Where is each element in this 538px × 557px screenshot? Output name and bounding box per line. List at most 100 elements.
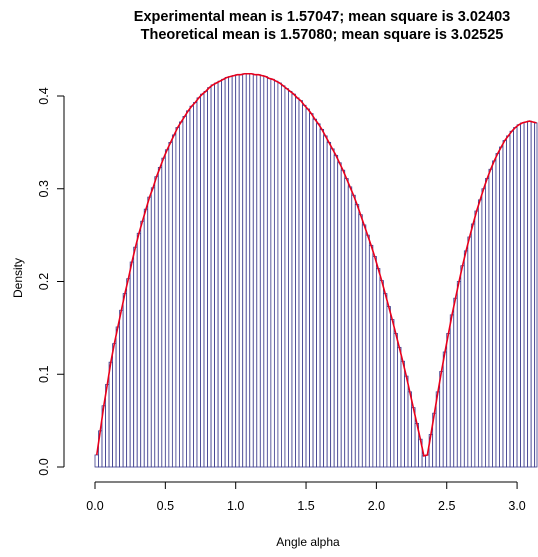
histogram-bar (94, 454, 99, 468)
histogram-bar (421, 455, 427, 468)
histogram-bar (242, 73, 247, 468)
histogram-bar (516, 124, 522, 468)
histogram-bar (333, 154, 339, 468)
histogram-bar (337, 162, 342, 468)
histogram-bar (499, 146, 504, 468)
x-tick-label: 1.5 (297, 499, 314, 513)
histogram-bar (344, 178, 349, 468)
histogram-bar (189, 105, 194, 468)
histogram-bar (214, 82, 219, 468)
histogram-bar (284, 88, 289, 468)
histogram-bar (474, 210, 479, 468)
histogram-bar (481, 188, 486, 468)
histogram-bar (467, 236, 472, 468)
histogram-bar (133, 246, 138, 468)
histogram-bar (309, 113, 314, 468)
y-axis-label: Density (11, 258, 25, 298)
y-tick-label: 0.3 (37, 180, 51, 197)
histogram-bar (351, 194, 356, 468)
histogram-bar (108, 361, 113, 468)
y-axis-ticks: 0.0 0.1 0.2 0.3 0.4 (37, 87, 64, 476)
histogram-bar (266, 77, 272, 468)
y-tick-label: 0.4 (37, 87, 51, 104)
histogram-bar (171, 134, 177, 468)
histogram-bar (281, 85, 286, 468)
histogram-bar (520, 122, 525, 468)
histogram-bar (273, 80, 279, 468)
histogram-bar (207, 87, 212, 468)
histogram-bar (203, 90, 208, 468)
histogram-bar (442, 351, 448, 468)
histogram-bar (175, 127, 180, 468)
histogram-bar (477, 199, 483, 468)
histogram-bar (372, 256, 377, 468)
histogram-bar (112, 343, 117, 468)
histogram-bar (485, 178, 490, 468)
histogram-bar (390, 319, 395, 468)
histogram-bar (235, 74, 240, 468)
histogram-bar (161, 157, 166, 468)
histogram-bar (407, 391, 412, 468)
histogram-bar (231, 75, 237, 468)
histogram-bar (270, 78, 275, 468)
histogram-bar (449, 314, 455, 468)
y-tick-label: 0.1 (37, 366, 51, 383)
histogram-bar (527, 120, 532, 468)
y-tick-label: 0.0 (37, 458, 51, 475)
histogram-bar (456, 281, 462, 468)
histogram-bar (347, 186, 353, 468)
histogram-bar (463, 250, 469, 468)
histogram-bar (115, 326, 121, 468)
histogram-bar (530, 121, 536, 468)
histogram-bar (210, 84, 215, 468)
histogram-bar (196, 97, 201, 468)
histogram-bar (221, 78, 226, 468)
histogram-bar (488, 168, 493, 468)
histogram-bar (105, 384, 110, 468)
histogram-bar (316, 123, 321, 468)
x-tick-label: 2.5 (438, 499, 455, 513)
chart-title-line-2: Theoretical mean is 1.57080; mean square… (141, 27, 504, 43)
histogram-bar (375, 268, 381, 468)
histogram-bar (126, 278, 131, 468)
histogram-bar (425, 454, 430, 468)
histogram-bar (495, 153, 500, 468)
histogram-bar (228, 76, 233, 468)
histogram-bar (157, 167, 163, 468)
histogram-bar (502, 140, 507, 468)
histogram-bar (340, 169, 346, 468)
histogram-bar (312, 118, 317, 468)
histogram-bar (182, 116, 187, 468)
histogram-bar (186, 110, 191, 468)
histogram-bar (446, 333, 451, 468)
histogram-bar (368, 244, 374, 468)
histogram-bar (323, 135, 328, 468)
histogram-bar (298, 100, 303, 468)
histogram-bar (217, 80, 223, 468)
histogram-bar (386, 306, 391, 468)
histogram-bar (319, 128, 325, 468)
histogram-bar (129, 261, 135, 468)
histogram-bar (361, 224, 367, 468)
histogram-bar (295, 97, 300, 468)
histogram-bar (150, 187, 156, 468)
histogram-bar (291, 93, 296, 468)
histogram-bar (523, 121, 529, 468)
histogram-bars (94, 73, 538, 468)
histogram-bar (200, 93, 205, 468)
histogram-bar (513, 127, 518, 468)
histogram-bar (154, 176, 159, 468)
chart-title-line-1: Experimental mean is 1.57047; mean squar… (134, 9, 510, 25)
histogram-bar (249, 73, 254, 468)
x-tick-label: 2.0 (368, 499, 385, 513)
histogram-bar (119, 309, 124, 468)
histogram-bar (277, 82, 282, 468)
x-axis-ticks: 0.0 0.5 1.0 1.5 2.0 2.5 3.0 (86, 482, 526, 513)
histogram-bar (379, 280, 384, 468)
histogram-bar (330, 148, 335, 468)
histogram-bar (383, 293, 388, 468)
histogram-bar (288, 90, 293, 468)
x-tick-label: 0.0 (86, 499, 103, 513)
histogram-bar (147, 196, 152, 468)
histogram-bar (470, 223, 476, 468)
